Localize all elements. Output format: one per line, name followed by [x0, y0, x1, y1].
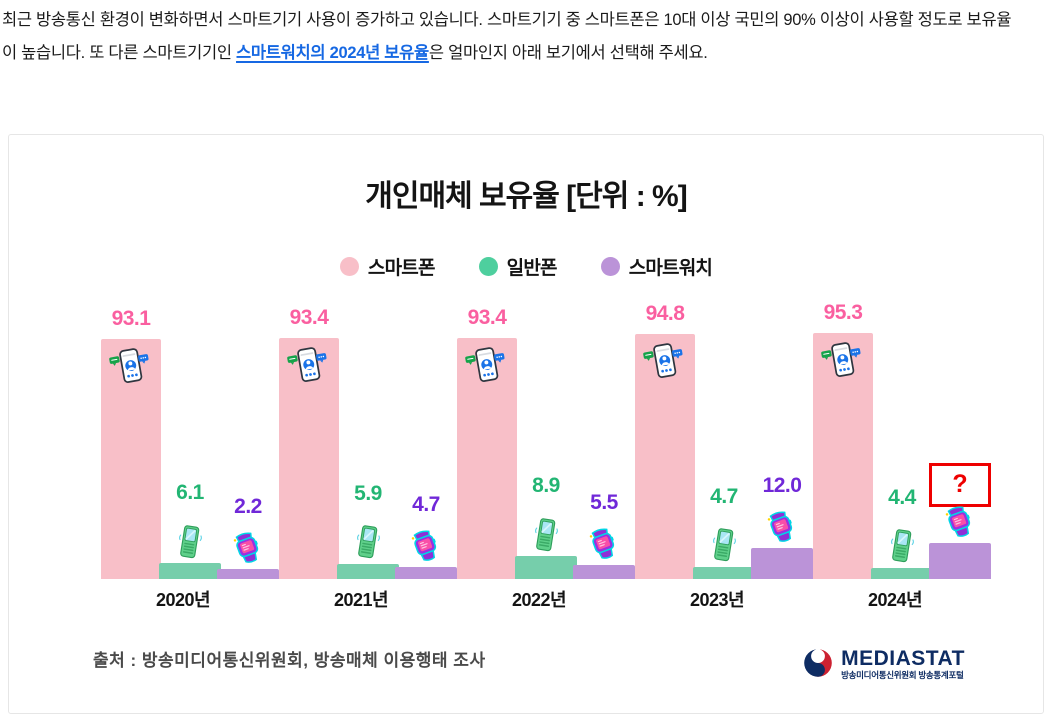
logo-subtitle: 방송미디어통신위원회 방송통계포털 [841, 669, 964, 680]
legend-dot-smartwatch [600, 257, 620, 276]
smartwatch-icon-wrap [584, 525, 624, 567]
value-label-smartphone-2024: 95.3 [823, 301, 863, 325]
bar-featurephone-2020[interactable] [159, 563, 221, 579]
legend-dot-featurephone [478, 257, 498, 276]
smartphone-icon [109, 348, 149, 383]
x-axis-label-2020: 2020년 [155, 590, 211, 610]
smartphone-icon-wrap [286, 343, 332, 394]
question-prompt: 최근 방송통신 환경이 변화하면서 스마트기기 사용이 증가하고 있습니다. 스… [0, 0, 1020, 70]
value-label-featurephone-2021: 5.9 [354, 481, 382, 505]
taegeuk-icon [804, 649, 832, 678]
value-label-smartwatch-2023: 12.0 [762, 474, 802, 498]
x-axis-label-2021: 2021년 [333, 590, 389, 610]
smartphone-icon-wrap [820, 338, 866, 389]
bar-featurephone-2023[interactable] [693, 566, 755, 579]
value-label-featurephone-2022: 8.9 [532, 474, 560, 498]
smartwatch-icon [945, 506, 971, 537]
bar-featurephone-2021[interactable] [337, 563, 399, 579]
smartphone-icon [465, 347, 505, 382]
feature-phone-icon-wrap [353, 523, 383, 566]
legend-dot-smartphone [339, 257, 359, 276]
chart-source-note: 출처 : 방송미디어통신위원회, 방송매체 이용행태 조사 [93, 651, 486, 670]
value-label-smartwatch-2021: 4.7 [412, 492, 440, 516]
value-label-smartphone-2021: 93.4 [289, 306, 329, 330]
unknown-value-box[interactable]: ? [929, 462, 991, 507]
bar-smartwatch-2020[interactable] [217, 569, 279, 579]
chart-title: 개인매체 보유율 [단위 : %] [365, 180, 687, 213]
bar-smartwatch-2023[interactable] [751, 548, 813, 579]
feature-phone-icon [713, 528, 736, 562]
feature-phone-icon-wrap [531, 516, 561, 559]
smartwatch-icon [233, 532, 259, 564]
value-label-smartwatch-2020: 2.2 [234, 495, 262, 518]
x-axis-label-2023: 2023년 [689, 590, 745, 610]
prompt-text-part2: 은 얼마인지 아래 보기에서 선택해 주세요. [428, 44, 708, 62]
bar-smartwatch-2022[interactable] [573, 564, 635, 579]
smartphone-icon [821, 342, 861, 378]
value-label-smartphone-2023: 94.8 [645, 302, 685, 326]
chart-plot-area: 93.1 6.1 [9, 135, 1043, 713]
smartphone-icon-wrap [464, 343, 510, 394]
legend-item-featurephone: 일반폰 [478, 253, 558, 280]
mediastat-logo: MEDIASTAT 방송미디어통신위원회 방송통계포털 [803, 648, 965, 680]
chart-legend: 스마트폰 일반폰 스마트워치 [9, 253, 1043, 280]
smartwatch-icon [767, 511, 793, 543]
smartphone-icon-wrap [108, 344, 154, 395]
value-label-smartphone-2020: 93.1 [111, 306, 151, 330]
legend-label-smartphone: 스마트폰 [367, 258, 436, 279]
bar-smartwatch-2021[interactable] [395, 566, 457, 579]
feature-phone-icon [535, 517, 558, 551]
feature-phone-icon [891, 529, 914, 563]
x-axis-label-2024: 2024년 [867, 590, 923, 610]
feature-phone-icon [179, 525, 202, 558]
bar-featurephone-2024[interactable] [871, 567, 933, 579]
feature-phone-icon-wrap [175, 523, 205, 566]
smartwatch-icon-wrap [228, 529, 268, 571]
chart-card: 개인매체 보유율 [단위 : %] 스마트폰 일반폰 스마트워치 93.1 [8, 134, 1044, 714]
x-axis-label-2022: 2022년 [511, 590, 567, 610]
smartwatch-icon [589, 528, 615, 559]
bar-smartwatch-2024[interactable] [929, 542, 991, 579]
smartwatch-icon-wrap [406, 527, 446, 569]
smartphone-icon-wrap [642, 339, 688, 390]
smartwatch-icon-wrap [940, 503, 980, 545]
smartwatch-icon-wrap [762, 508, 802, 550]
legend-label-smartwatch: 스마트워치 [628, 258, 713, 279]
bar-featurephone-2022[interactable] [515, 556, 577, 579]
prompt-text-part1: 최근 방송통신 환경이 변화하면서 스마트기기 사용이 증가하고 있습니다. 스… [2, 11, 1012, 62]
feature-phone-icon [357, 525, 380, 559]
value-label-smartphone-2022: 93.4 [467, 306, 507, 330]
logo-wordmark: MEDIASTAT [841, 646, 965, 670]
smartphone-icon [643, 343, 683, 379]
smartphone-icon [287, 347, 327, 382]
smartwatch-icon [411, 530, 437, 561]
feature-phone-icon-wrap [887, 527, 917, 570]
legend-item-smartphone: 스마트폰 [339, 253, 436, 280]
legend-label-featurephone: 일반폰 [506, 258, 558, 279]
value-label-smartwatch-2022: 5.5 [590, 490, 618, 514]
value-label-featurephone-2020: 6.1 [176, 481, 204, 505]
value-label-featurephone-2024: 4.4 [888, 485, 916, 509]
feature-phone-icon-wrap [709, 526, 739, 569]
legend-item-smartwatch: 스마트워치 [600, 253, 713, 280]
value-label-featurephone-2023: 4.7 [710, 484, 738, 508]
prompt-highlight: 스마트워치의 2024년 보유율 [236, 44, 429, 62]
